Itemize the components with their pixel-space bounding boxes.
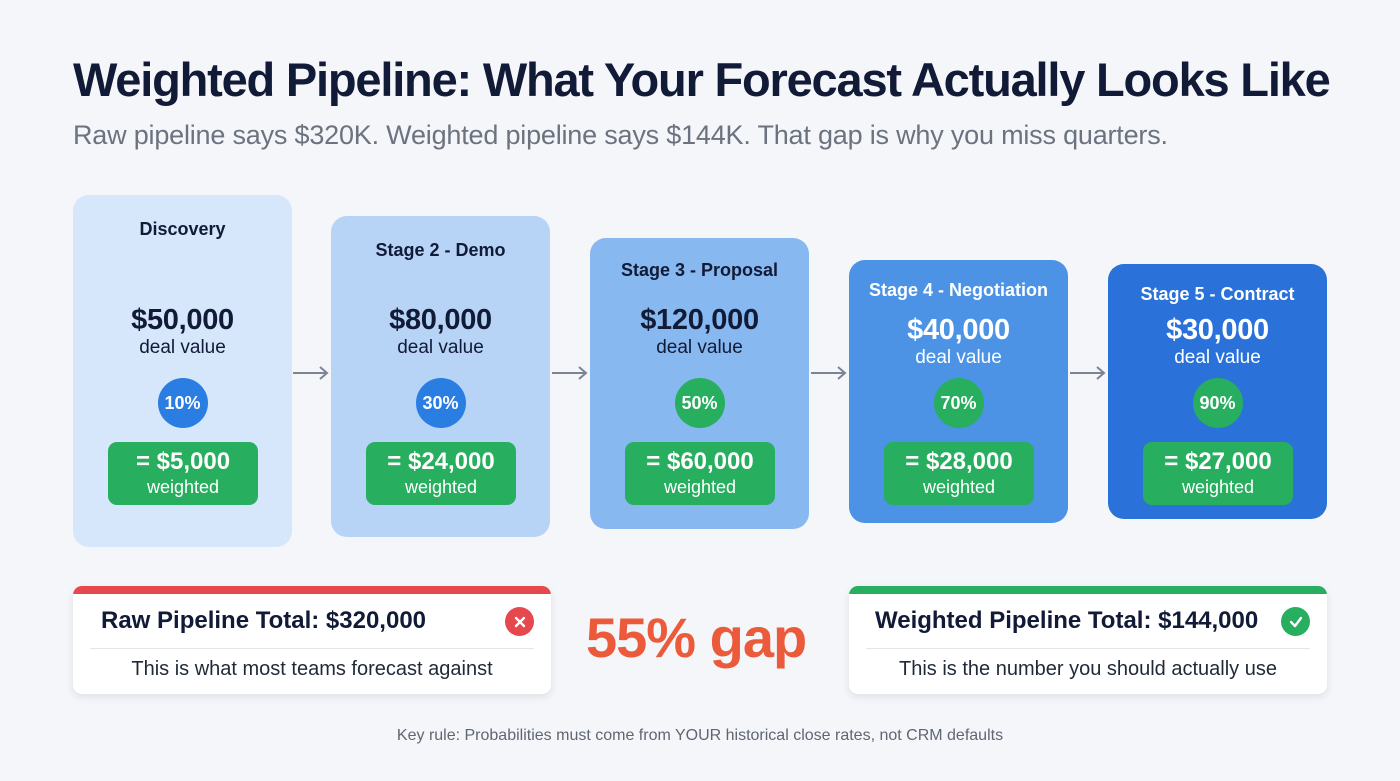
raw-total-description: This is what most teams forecast against [131,658,493,680]
stage-card-demo: Stage 2 - Demo $80,000 deal value 30% = … [331,216,550,537]
weighted-total-description: This is the number you should actually u… [899,658,1277,680]
raw-pipeline-total-card: Raw Pipeline Total: $320,000 This is wha… [73,586,551,694]
page-title: Weighted Pipeline: What Your Forecast Ac… [73,53,1331,106]
footnote: Key rule: Probabilities must come from Y… [396,727,1004,744]
weighted-value-box: = $5,000 weighted [108,442,258,505]
weighted-label: weighted [1181,477,1255,497]
probability-badge: 70% [933,378,984,428]
weighted-pipeline-total-card: Weighted Pipeline Total: $144,000 This i… [849,586,1327,694]
weighted-label: weighted [922,477,996,497]
deal-amount: $40,000 [907,314,1010,346]
weighted-amount: = $5,000 [135,448,231,475]
divider [90,648,534,649]
stage-card-discovery: Discovery $50,000 deal value 10% = $5,00… [73,195,292,547]
deal-label: deal value [139,337,226,358]
weighted-label: weighted [146,477,220,497]
arrow-right-icon [552,366,588,380]
probability-badge: 50% [674,378,725,428]
x-circle-icon [505,607,534,636]
probability-badge: 10% [157,378,208,428]
weighted-value-box: = $24,000 weighted [366,442,516,505]
arrow-right-icon [293,366,329,380]
divider [866,648,1310,649]
stage-card-negotiation: Stage 4 - Negotiation $40,000 deal value… [849,260,1068,523]
weighted-amount: = $24,000 [387,448,495,475]
weighted-value-box: = $60,000 weighted [625,442,775,505]
deal-label: deal value [1174,347,1261,368]
probability-badge: 30% [415,378,466,428]
deal-label: deal value [915,347,1002,368]
deal-amount: $50,000 [131,304,234,336]
weighted-accent-bar [849,586,1327,594]
weighted-value-box: = $28,000 weighted [884,442,1034,505]
weighted-label: weighted [404,477,478,497]
raw-accent-bar [73,586,551,594]
gap-label: 55% gap [586,606,807,669]
deal-label: deal value [656,337,743,358]
weighted-total-title: Weighted Pipeline Total: $144,000 [875,607,1259,634]
page-subtitle: Raw pipeline says $320K. Weighted pipeli… [73,120,1168,150]
stage-name: Stage 4 - Negotiation [868,280,1048,300]
weighted-value-box: = $27,000 weighted [1143,442,1293,505]
stage-name: Discovery [139,219,226,239]
weighted-amount: = $60,000 [646,448,754,475]
arrow-right-icon [811,366,847,380]
arrow-right-icon [1070,366,1106,380]
weighted-amount: = $27,000 [1164,448,1272,475]
deal-amount: $80,000 [389,304,492,336]
deal-amount: $120,000 [640,304,759,336]
probability-badge: 90% [1192,378,1243,428]
check-circle-icon [1281,607,1310,636]
weighted-label: weighted [663,477,737,497]
stage-name: Stage 5 - Contract [1140,284,1295,304]
stage-name: Stage 3 - Proposal [620,260,779,280]
deal-label: deal value [397,337,484,358]
weighted-amount: = $28,000 [905,448,1013,475]
deal-amount: $30,000 [1166,314,1269,346]
raw-total-title: Raw Pipeline Total: $320,000 [101,607,427,634]
stage-card-contract: Stage 5 - Contract $30,000 deal value 90… [1108,264,1327,519]
stage-card-proposal: Stage 3 - Proposal $120,000 deal value 5… [590,238,809,529]
stage-name: Stage 2 - Demo [375,240,506,260]
